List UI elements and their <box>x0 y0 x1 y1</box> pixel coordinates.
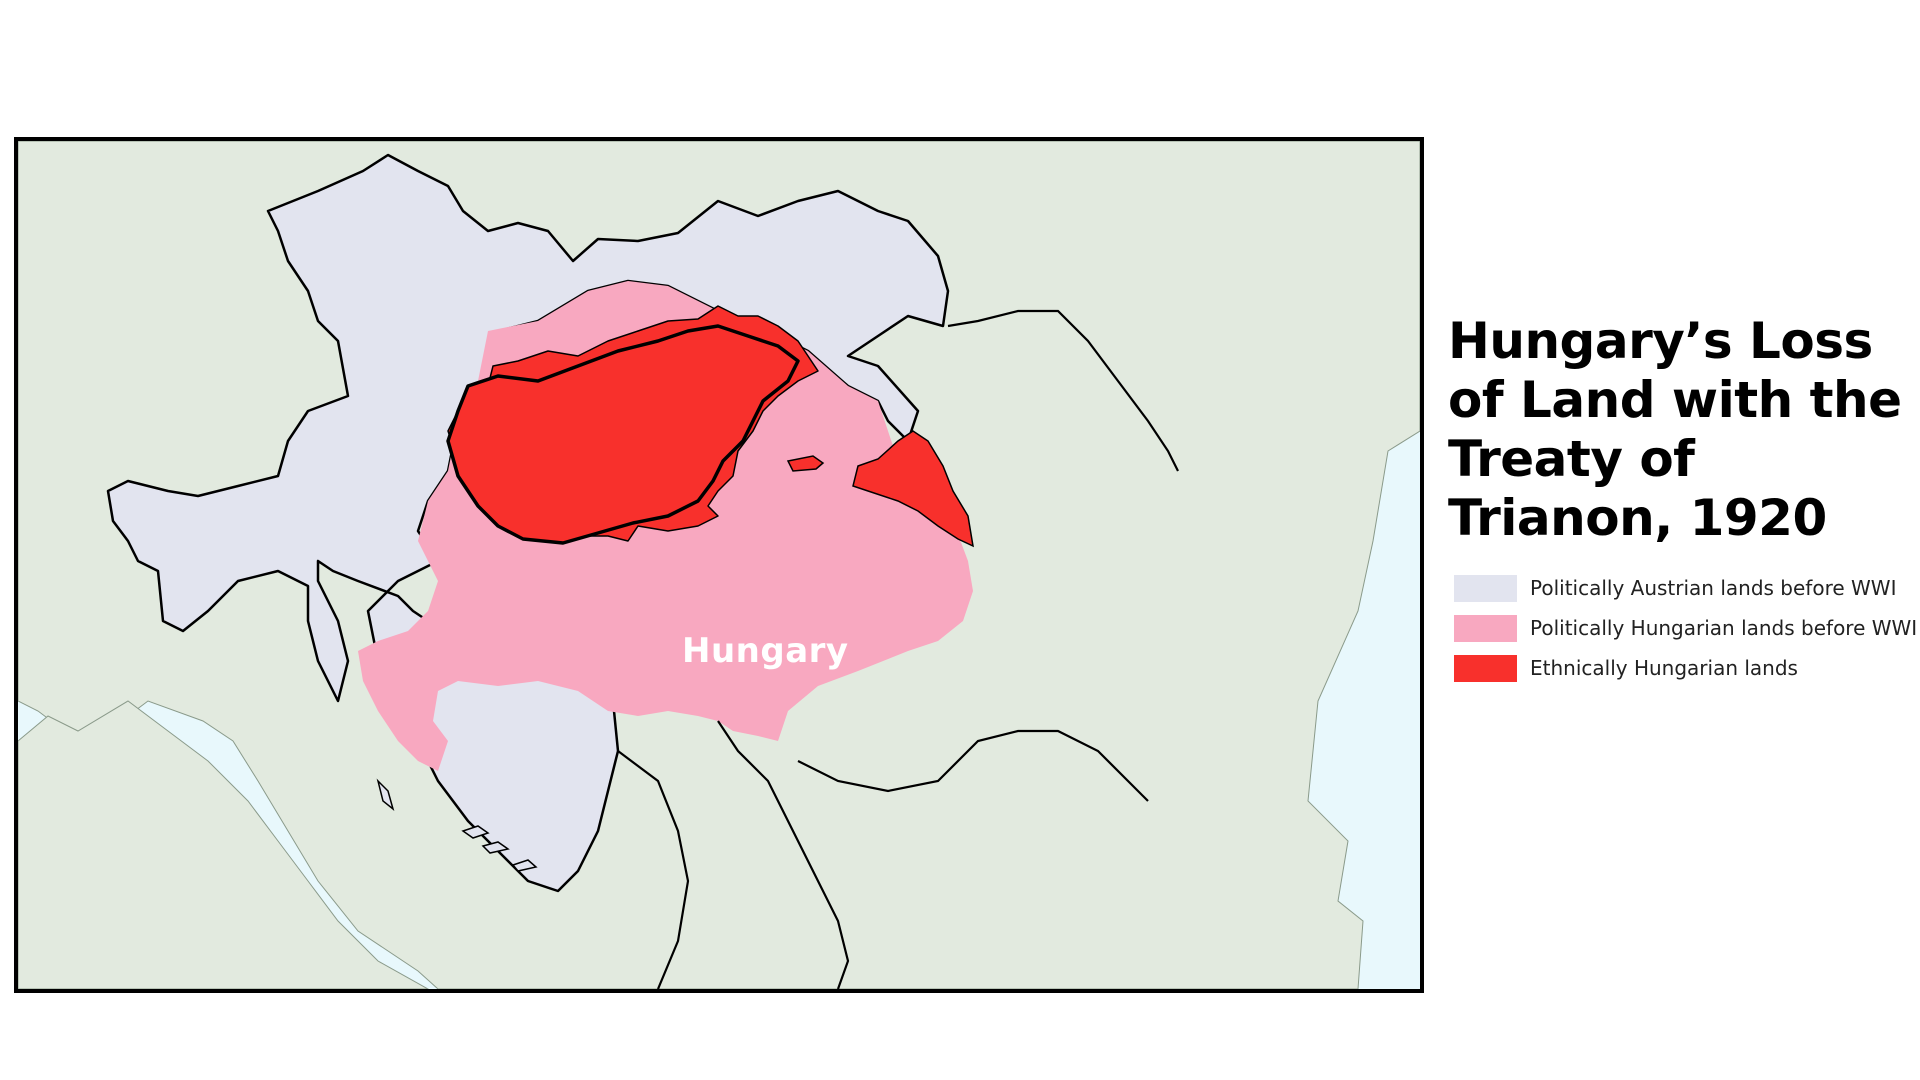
island-2 <box>481 841 510 854</box>
legend-label-ethnic: Ethnically Hungarian lands <box>1530 656 1798 680</box>
map-canvas <box>18 141 1420 989</box>
island-3 <box>511 859 538 872</box>
legend-label-austrian: Politically Austrian lands before WWI <box>1530 576 1897 600</box>
island-1 <box>461 825 490 839</box>
legend-swatch-hungarian <box>1454 614 1517 642</box>
map-label-hungary: Hungary <box>682 631 849 671</box>
land-italy <box>18 700 430 989</box>
map-title: Hungary’s Loss of Land with the Treaty o… <box>1448 312 1902 547</box>
island-4 <box>376 778 395 812</box>
region-ethnic-enclave-szekely <box>852 430 974 548</box>
legend-swatch-austrian <box>1454 574 1517 602</box>
legend-item-ethnic: Ethnically Hungarian lands <box>1454 654 1917 682</box>
legend-label-hungarian: Politically Hungarian lands before WWI <box>1530 616 1918 640</box>
legend-swatch-ethnic <box>1454 654 1517 682</box>
border-serbia <box>717 720 850 989</box>
legend-item-austrian: Politically Austrian lands before WWI <box>1454 574 1917 602</box>
map-frame: Hungary <box>14 137 1424 993</box>
legend: Politically Austrian lands before WWI Po… <box>1454 574 1917 694</box>
region-ethnic-enclave-cluj <box>786 455 825 472</box>
border-croatia-bosnia <box>617 750 690 989</box>
legend-item-hungarian: Politically Hungarian lands before WWI <box>1454 614 1917 642</box>
border-romania <box>947 309 1179 472</box>
border-bulgaria <box>797 729 1149 802</box>
region-hungary <box>446 324 800 545</box>
